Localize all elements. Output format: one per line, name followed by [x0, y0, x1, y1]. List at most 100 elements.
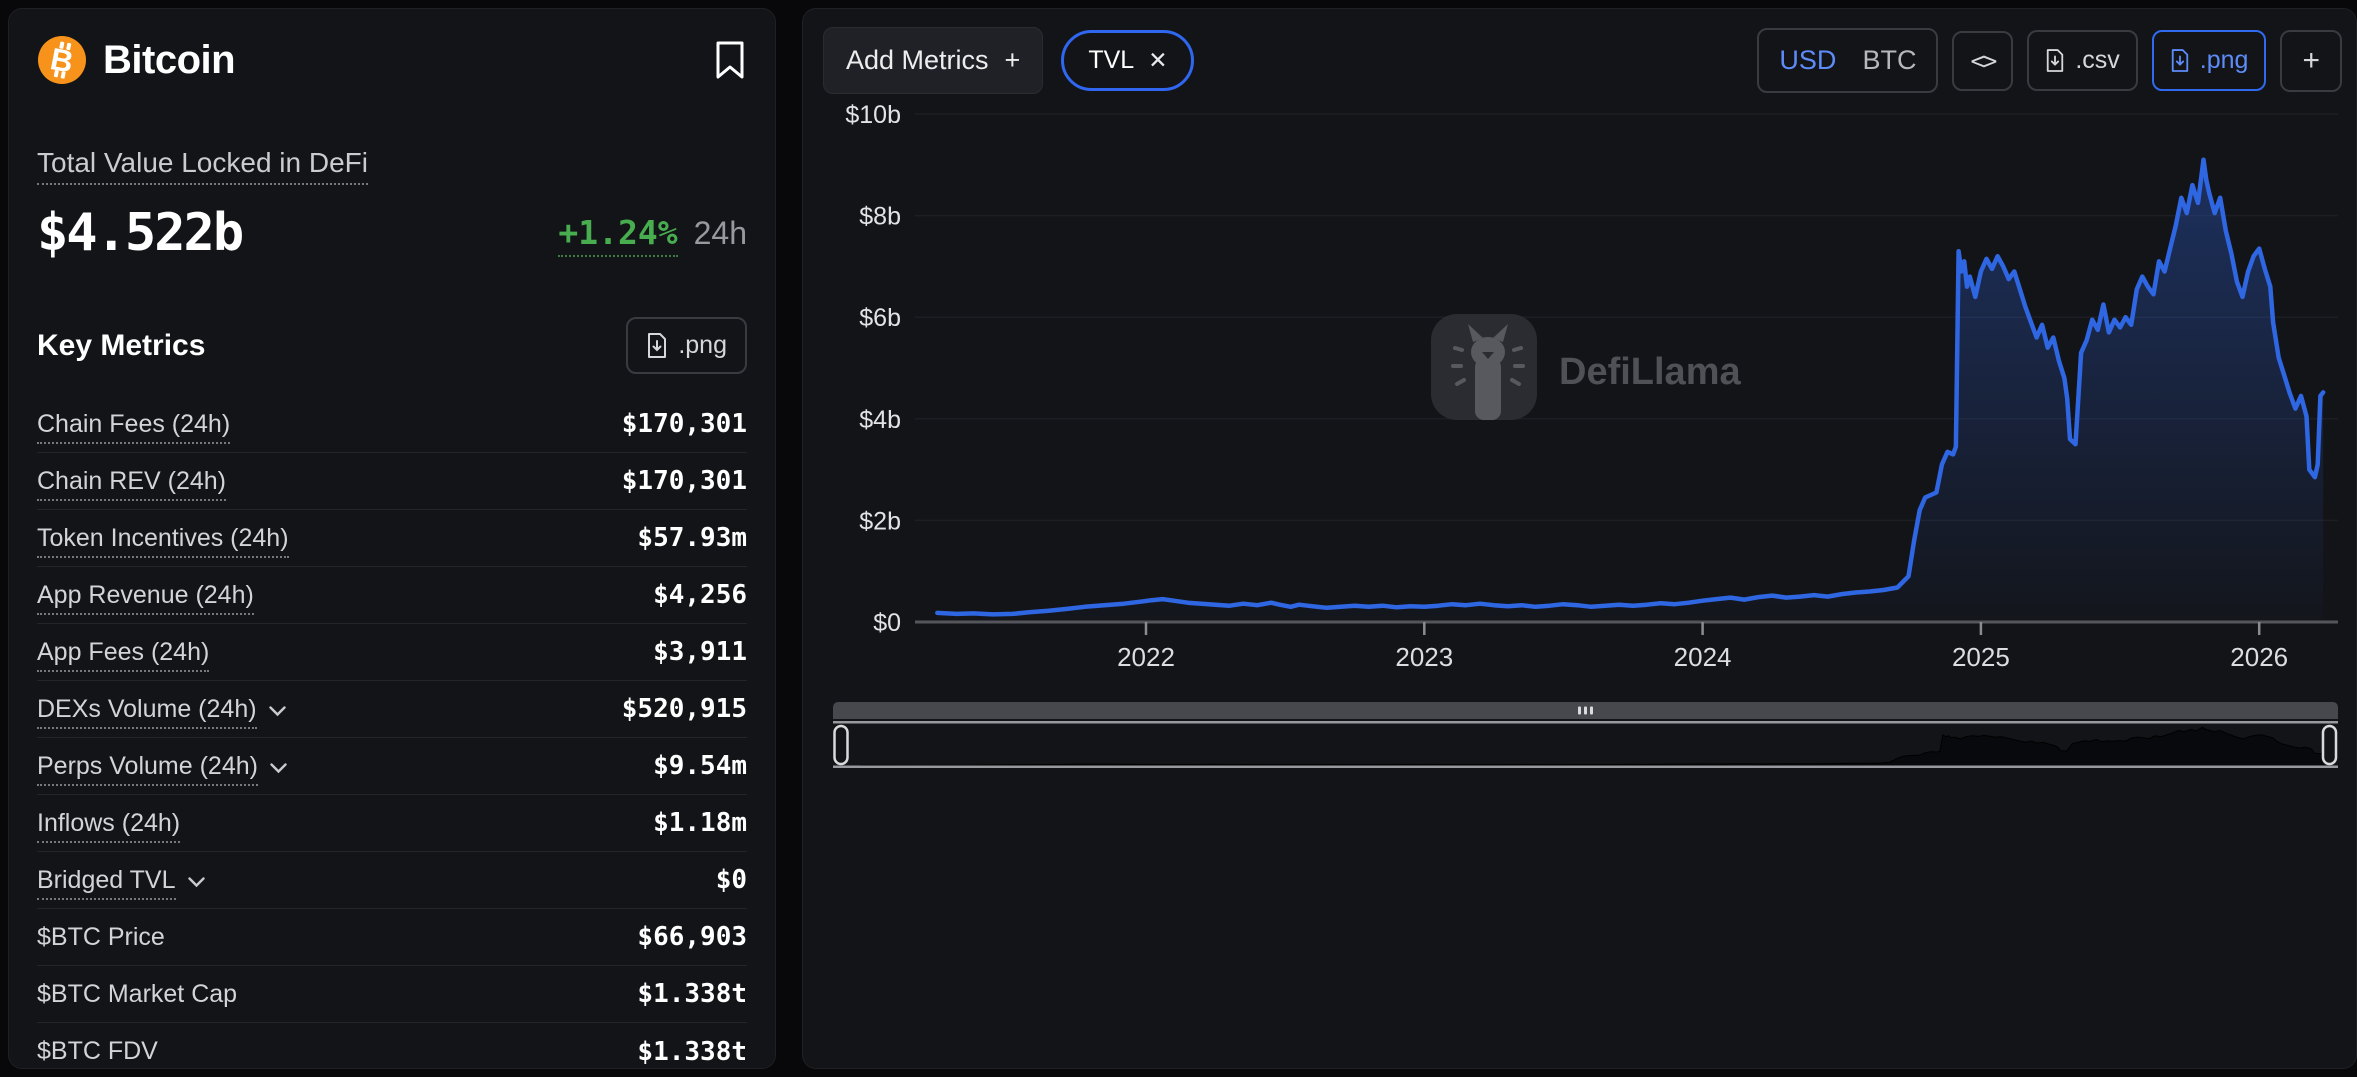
add-chart-button[interactable]: + — [2280, 29, 2342, 92]
chevron-down-icon[interactable] — [268, 705, 286, 717]
embed-code-button[interactable]: <> — [1952, 30, 2014, 91]
chart-area: $0 $2b $4b $6b $8b $10b DefiLlama 2022 2023 2024 2… — [823, 101, 2342, 692]
key-metrics-title: Key Metrics — [37, 328, 206, 362]
metric-label[interactable]: App Fees (24h) — [37, 637, 210, 672]
metric-label-wrap: Chain Fees (24h) — [37, 409, 231, 444]
metric-row: $BTC FDV $1.338t — [37, 1023, 747, 1077]
metric-label: $BTC FDV — [37, 1037, 158, 1065]
defillama-watermark: DefiLlama — [1431, 314, 1741, 420]
metric-value: $170,301 — [621, 409, 747, 439]
chevron-down-icon[interactable] — [187, 876, 205, 888]
x-axis-label: 2022 — [1117, 642, 1175, 672]
chart-card: Add Metrics + TVL ✕ USD BTC <> — [802, 8, 2357, 1069]
sidebar-download-png-label: .png — [678, 331, 727, 359]
download-csv-button[interactable]: .csv — [2027, 30, 2138, 91]
tvl-value: $4.522b — [37, 203, 244, 263]
tvl-change-period: 24h — [693, 215, 747, 251]
metric-label-wrap: App Revenue (24h) — [37, 580, 254, 615]
bookmark-icon[interactable] — [713, 40, 747, 80]
metric-label-wrap: Inflows (24h) — [37, 808, 181, 843]
chart-brush[interactable] — [833, 702, 2338, 777]
download-csv-label: .csv — [2075, 46, 2120, 74]
tvl-block: Total Value Locked in DeFi $4.522b +1.24… — [37, 147, 747, 263]
defillama-watermark-text: DefiLlama — [1559, 351, 1741, 393]
metric-label-wrap: $BTC Price — [37, 923, 165, 952]
metric-chip-label: TVL — [1088, 46, 1135, 74]
metric-label[interactable]: Chain REV (24h) — [37, 466, 226, 501]
metric-row: $BTC Market Cap $1.338t — [37, 966, 747, 1023]
metric-value: $3,911 — [653, 637, 747, 667]
toolbar-left: Add Metrics + TVL ✕ — [823, 27, 1195, 94]
brush-handle-right[interactable] — [2321, 724, 2338, 766]
metric-value: $520,915 — [621, 694, 747, 724]
metric-label-wrap: $BTC Market Cap — [37, 980, 237, 1009]
metric-label-wrap: DEXs Volume (24h) — [37, 694, 286, 729]
chevron-down-icon[interactable] — [270, 762, 287, 774]
y-axis-label: $2b — [859, 507, 901, 535]
add-metrics-button[interactable]: Add Metrics + — [823, 27, 1044, 94]
metric-label: $BTC Market Cap — [37, 979, 238, 1008]
brush-mini-area — [860, 726, 2330, 767]
sidebar-download-png-button[interactable]: .png — [626, 317, 747, 374]
download-png-label: .png — [2199, 46, 2249, 74]
metric-label-wrap: Token Incentives (24h) — [37, 523, 289, 558]
metric-value: $1.338t — [637, 979, 747, 1009]
metric-value: $1.338t — [637, 1036, 747, 1067]
download-file-icon — [2171, 48, 2188, 72]
series-line — [935, 157, 2326, 617]
toolbar-right: USD BTC <> .csv — [1757, 28, 2342, 93]
brush-top-border — [833, 721, 2338, 724]
currency-toggle: USD BTC — [1757, 28, 1939, 93]
metric-row: App Fees (24h) $3,911 — [37, 624, 747, 681]
metric-label[interactable]: Token Incentives (24h) — [37, 523, 289, 558]
metric-value: $170,301 — [621, 466, 747, 496]
tvl-chart[interactable]: $0 $2b $4b $6b $8b $10b DefiLlama 2022 2023 2024 2… — [823, 101, 2338, 687]
metric-label: $BTC Price — [37, 922, 165, 951]
metric-label[interactable]: Inflows (24h) — [37, 808, 181, 843]
x-axis-label: 2025 — [1952, 642, 2010, 672]
metric-row: Bridged TVL $0 — [37, 852, 747, 909]
y-axis-label: $8b — [859, 203, 901, 231]
close-icon[interactable]: ✕ — [1148, 47, 1168, 73]
x-axis-label: 2023 — [1395, 642, 1453, 672]
plus-icon: + — [2302, 43, 2320, 77]
metric-value: $1.18m — [653, 808, 747, 838]
coin-header: B Bitcoin — [37, 35, 747, 85]
currency-option-btc[interactable]: BTC — [1862, 45, 1917, 75]
metric-label[interactable]: DEXs Volume (24h) — [37, 694, 257, 729]
download-file-icon — [2047, 48, 2064, 72]
metric-value: $0 — [715, 865, 747, 895]
brush-handle-left[interactable] — [833, 724, 849, 766]
tvl-label[interactable]: Total Value Locked in DeFi — [37, 147, 368, 185]
add-metrics-label: Add Metrics — [846, 45, 989, 75]
currency-option-usd[interactable]: USD — [1779, 45, 1837, 75]
key-metrics-list: Chain Fees (24h) $170,301 Chain REV (24h) $… — [37, 396, 747, 1077]
metric-label[interactable]: App Revenue (24h) — [37, 580, 254, 615]
metric-chip-tvl[interactable]: TVL ✕ — [1061, 30, 1195, 91]
page-title: Bitcoin — [103, 37, 236, 82]
tvl-change-badge[interactable]: +1.24% — [558, 213, 678, 257]
metric-label[interactable]: Chain Fees (24h) — [37, 409, 231, 444]
metric-label[interactable]: Perps Volume (24h) — [37, 751, 258, 786]
metric-row: $BTC Price $66,903 — [37, 909, 747, 966]
metric-row: Chain REV (24h) $170,301 — [37, 453, 747, 510]
y-axis-label: $4b — [859, 406, 901, 434]
x-axis-label: 2026 — [2230, 642, 2288, 672]
metric-value: $4,256 — [653, 580, 747, 610]
brush-bottom-border — [833, 765, 2338, 768]
plus-icon: + — [1004, 45, 1021, 75]
metric-label[interactable]: Bridged TVL — [37, 865, 176, 900]
brush-scrollbar-grip[interactable] — [1578, 706, 1593, 715]
metric-row: Token Incentives (24h) $57.93m — [37, 510, 747, 567]
metric-row: Chain Fees (24h) $170,301 — [37, 396, 747, 453]
metric-label-wrap: App Fees (24h) — [37, 637, 210, 672]
download-png-button[interactable]: .png — [2151, 30, 2267, 91]
brush-chart[interactable] — [833, 702, 2338, 772]
metric-value: $57.93m — [637, 523, 747, 553]
metric-label-wrap: Chain REV (24h) — [37, 466, 226, 501]
y-axis-label: $0 — [873, 609, 901, 637]
coin-sidebar: B Bitcoin Total Value Locked in DeFi $4.… — [8, 8, 776, 1069]
metric-value: $9.54m — [653, 751, 747, 781]
code-icon: <> — [1970, 46, 1997, 75]
